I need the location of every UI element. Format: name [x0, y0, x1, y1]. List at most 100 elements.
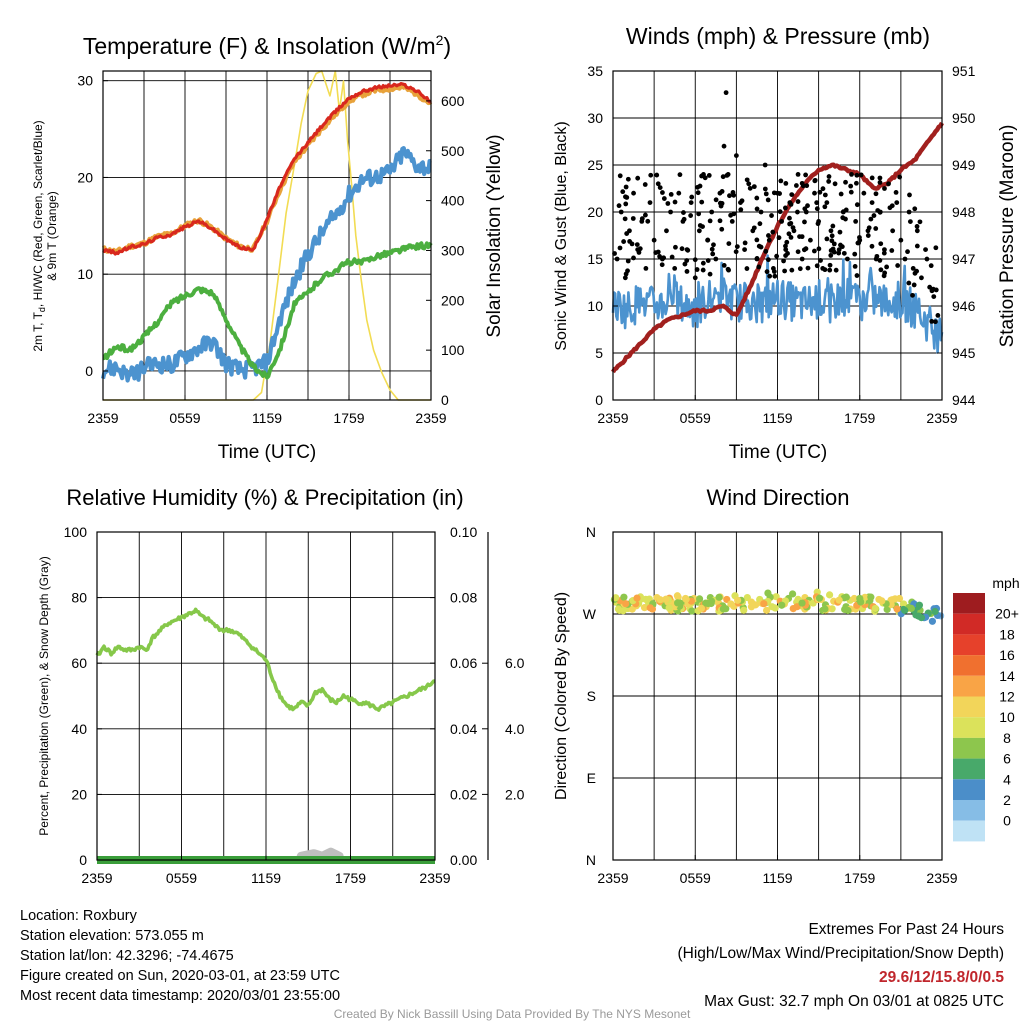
- gust-point: [933, 245, 939, 251]
- legend-label: 14: [999, 668, 1015, 684]
- elevation-text: Station elevation: 573.055 m: [20, 928, 204, 944]
- latlon-text: Station lat/lon: 42.3296; -74.4675: [20, 948, 234, 964]
- gust-point: [914, 228, 920, 234]
- gust-point: [637, 246, 643, 252]
- gust-point: [853, 219, 859, 224]
- gust-point: [779, 219, 785, 224]
- direction-point: [681, 594, 690, 603]
- gust-point: [709, 209, 715, 215]
- gust-point: [754, 237, 760, 243]
- gust-point: [648, 172, 654, 178]
- direction-point: [789, 604, 797, 613]
- y2-tick-label: 600: [441, 93, 465, 109]
- gust-point: [812, 190, 817, 196]
- gust-point: [702, 175, 708, 181]
- direction-gridlines: [613, 532, 942, 860]
- gust-point: [852, 263, 858, 269]
- gust-point: [696, 228, 702, 234]
- gust-point: [882, 270, 888, 276]
- gust-point: [782, 205, 788, 211]
- x-tick-label: 2359: [87, 410, 118, 426]
- gust-point: [803, 172, 809, 178]
- gust-point: [763, 248, 769, 254]
- direction-point: [734, 596, 742, 604]
- y-tick-label: 15: [587, 251, 603, 267]
- gust-point: [818, 258, 823, 263]
- gust-point: [833, 267, 839, 273]
- gust-point: [657, 185, 663, 190]
- direction-point: [901, 606, 909, 614]
- gust-point: [695, 184, 700, 190]
- max-gust-text: Max Gust: 32.7 mph On 03/01 at 0825 UTC: [704, 993, 1004, 1010]
- gust-point: [912, 270, 918, 276]
- direction-point: [674, 593, 682, 601]
- gust-point: [837, 229, 843, 235]
- x-tick-label: 2359: [415, 410, 446, 426]
- y2-tick-label: 100: [441, 342, 465, 358]
- gust-point: [822, 267, 828, 273]
- gust-point: [709, 246, 715, 252]
- gust-point: [754, 256, 760, 261]
- gust-point: [624, 231, 630, 236]
- gust-point: [933, 319, 938, 325]
- direction-point: [928, 617, 937, 625]
- gust-point: [764, 269, 770, 275]
- gust-point: [734, 244, 740, 250]
- temperature-series: [100, 70, 433, 401]
- direction-point: [695, 595, 704, 603]
- gust-point: [754, 195, 760, 201]
- direction-point: [715, 593, 723, 601]
- gust-point: [822, 204, 828, 210]
- y2-tick-label: 0: [441, 392, 449, 408]
- gust-point: [808, 237, 813, 243]
- gust-point: [762, 162, 768, 168]
- temperature-panel: Temperature (F) & Insolation (W/m2) 2359…: [31, 32, 505, 463]
- gust-point: [625, 258, 631, 264]
- direction-point: [856, 594, 864, 603]
- direction-title: Wind Direction: [706, 485, 849, 510]
- gust-point: [763, 191, 769, 197]
- gust-point: [645, 218, 651, 224]
- x-tick-label: 1159: [252, 410, 282, 426]
- gust-point: [777, 191, 782, 196]
- temperature-gridlines: [103, 71, 431, 400]
- y-tick-label: 30: [587, 110, 603, 126]
- gust-point: [832, 181, 838, 187]
- gust-point: [914, 243, 920, 249]
- station-info: Location: Roxbury Station elevation: 573…: [20, 906, 340, 1006]
- gust-point: [858, 172, 864, 178]
- gust-point: [713, 197, 719, 203]
- gust-point: [893, 190, 899, 195]
- gust-point: [889, 248, 895, 253]
- gust-point: [849, 172, 854, 177]
- gust-point: [721, 263, 727, 268]
- direction-point: [917, 614, 926, 622]
- gust-point: [829, 233, 835, 239]
- gust-point: [622, 216, 628, 222]
- gust-point: [731, 192, 737, 198]
- gust-point: [733, 249, 739, 255]
- legend-label: 10: [999, 709, 1015, 725]
- gust-point: [746, 181, 752, 187]
- gust-point: [707, 218, 713, 224]
- gust-point: [673, 244, 678, 250]
- gust-point: [654, 172, 660, 178]
- winds-ticks: 2359 0559 1159 1759 2359 0 5 10 15 20 25 30 35 944 945…: [587, 63, 975, 426]
- gust-point: [620, 189, 626, 195]
- legend-label: 20+: [995, 606, 1019, 622]
- gust-point: [783, 181, 789, 186]
- gust-point: [877, 258, 883, 263]
- gust-point: [793, 183, 799, 188]
- x-tick-label: 1759: [844, 410, 875, 426]
- gust-point: [756, 264, 762, 270]
- gust-point: [914, 224, 920, 229]
- y2-tick-label: 944: [952, 392, 976, 408]
- gust-point: [694, 267, 700, 272]
- gust-point: [783, 243, 788, 249]
- gust-point: [805, 203, 810, 209]
- gust-point: [705, 237, 711, 243]
- gust-point: [830, 223, 836, 229]
- temperature-ticks: 2359 0559 1159 1759 235901020300100200300400…: [77, 73, 464, 426]
- y-tick-label: 80: [71, 590, 87, 606]
- gust-point: [911, 282, 917, 288]
